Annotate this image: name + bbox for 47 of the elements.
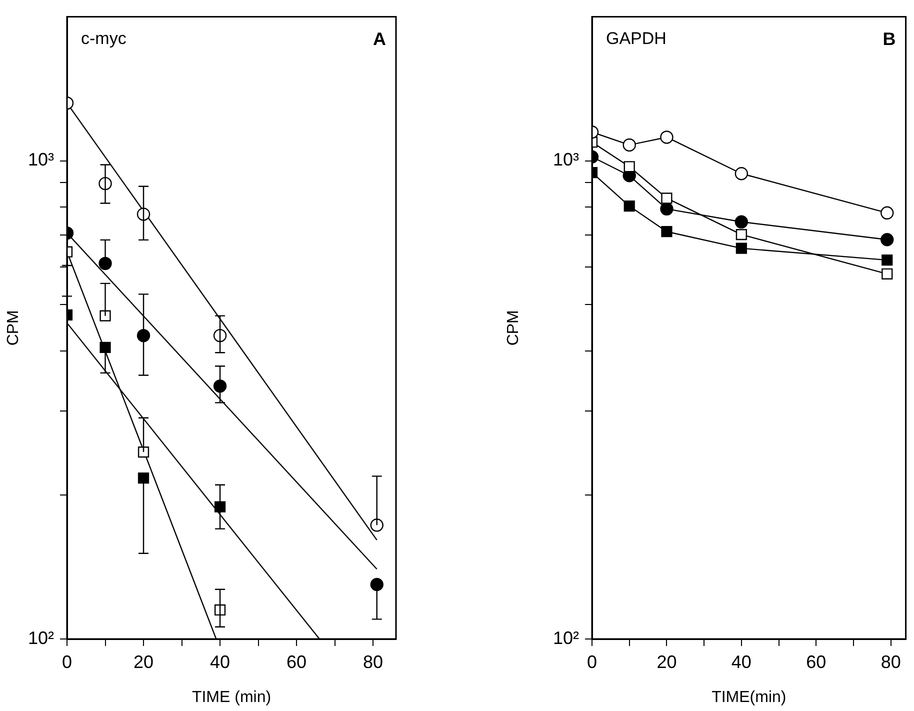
point: [736, 242, 747, 254]
point: [213, 379, 227, 393]
point: [882, 254, 893, 266]
y-axis-title: CPM: [505, 310, 522, 346]
point: [370, 518, 384, 532]
y-tick-label: 10³: [28, 150, 54, 170]
x-tick-label: 20: [656, 652, 677, 672]
x-tick-label: 80: [363, 652, 384, 672]
x-axis-title: TIME (min): [192, 688, 272, 706]
point: [734, 167, 748, 180]
point: [100, 310, 111, 322]
point: [138, 472, 150, 484]
point: [370, 578, 384, 592]
y-tick-label: 10³: [552, 150, 580, 170]
point: [882, 268, 893, 280]
x-tick-label: 40: [210, 652, 230, 672]
point: [880, 206, 894, 220]
point: [661, 226, 672, 238]
x-tick-label: 80: [880, 652, 901, 672]
point: [660, 130, 674, 144]
point: [624, 200, 635, 212]
x-tick-label: 40: [731, 652, 752, 672]
point: [661, 192, 672, 204]
x-tick-label: 60: [806, 652, 826, 672]
point: [138, 446, 150, 458]
x-axis-title: TIME(min): [712, 688, 786, 706]
point: [214, 501, 226, 512]
point: [136, 328, 150, 342]
point: [660, 202, 674, 216]
x-tick-label: 0: [586, 652, 598, 672]
annotation: A: [373, 28, 386, 49]
point: [98, 256, 112, 270]
text: c-myc: [81, 28, 127, 48]
x-tick-label: 0: [62, 652, 72, 672]
y-tick-label: 10²: [28, 628, 54, 648]
point: [880, 233, 894, 246]
point: [734, 215, 748, 229]
text: GAPDH: [606, 28, 666, 48]
point: [622, 138, 636, 152]
x-tick-label: 60: [286, 652, 307, 672]
point: [624, 161, 635, 172]
y-axis-title: CPM: [5, 310, 22, 346]
point: [736, 228, 747, 240]
annotation: B: [882, 28, 896, 49]
point: [100, 342, 111, 354]
x-tick-label: 20: [133, 652, 154, 672]
y-tick-label: 10²: [552, 628, 580, 648]
